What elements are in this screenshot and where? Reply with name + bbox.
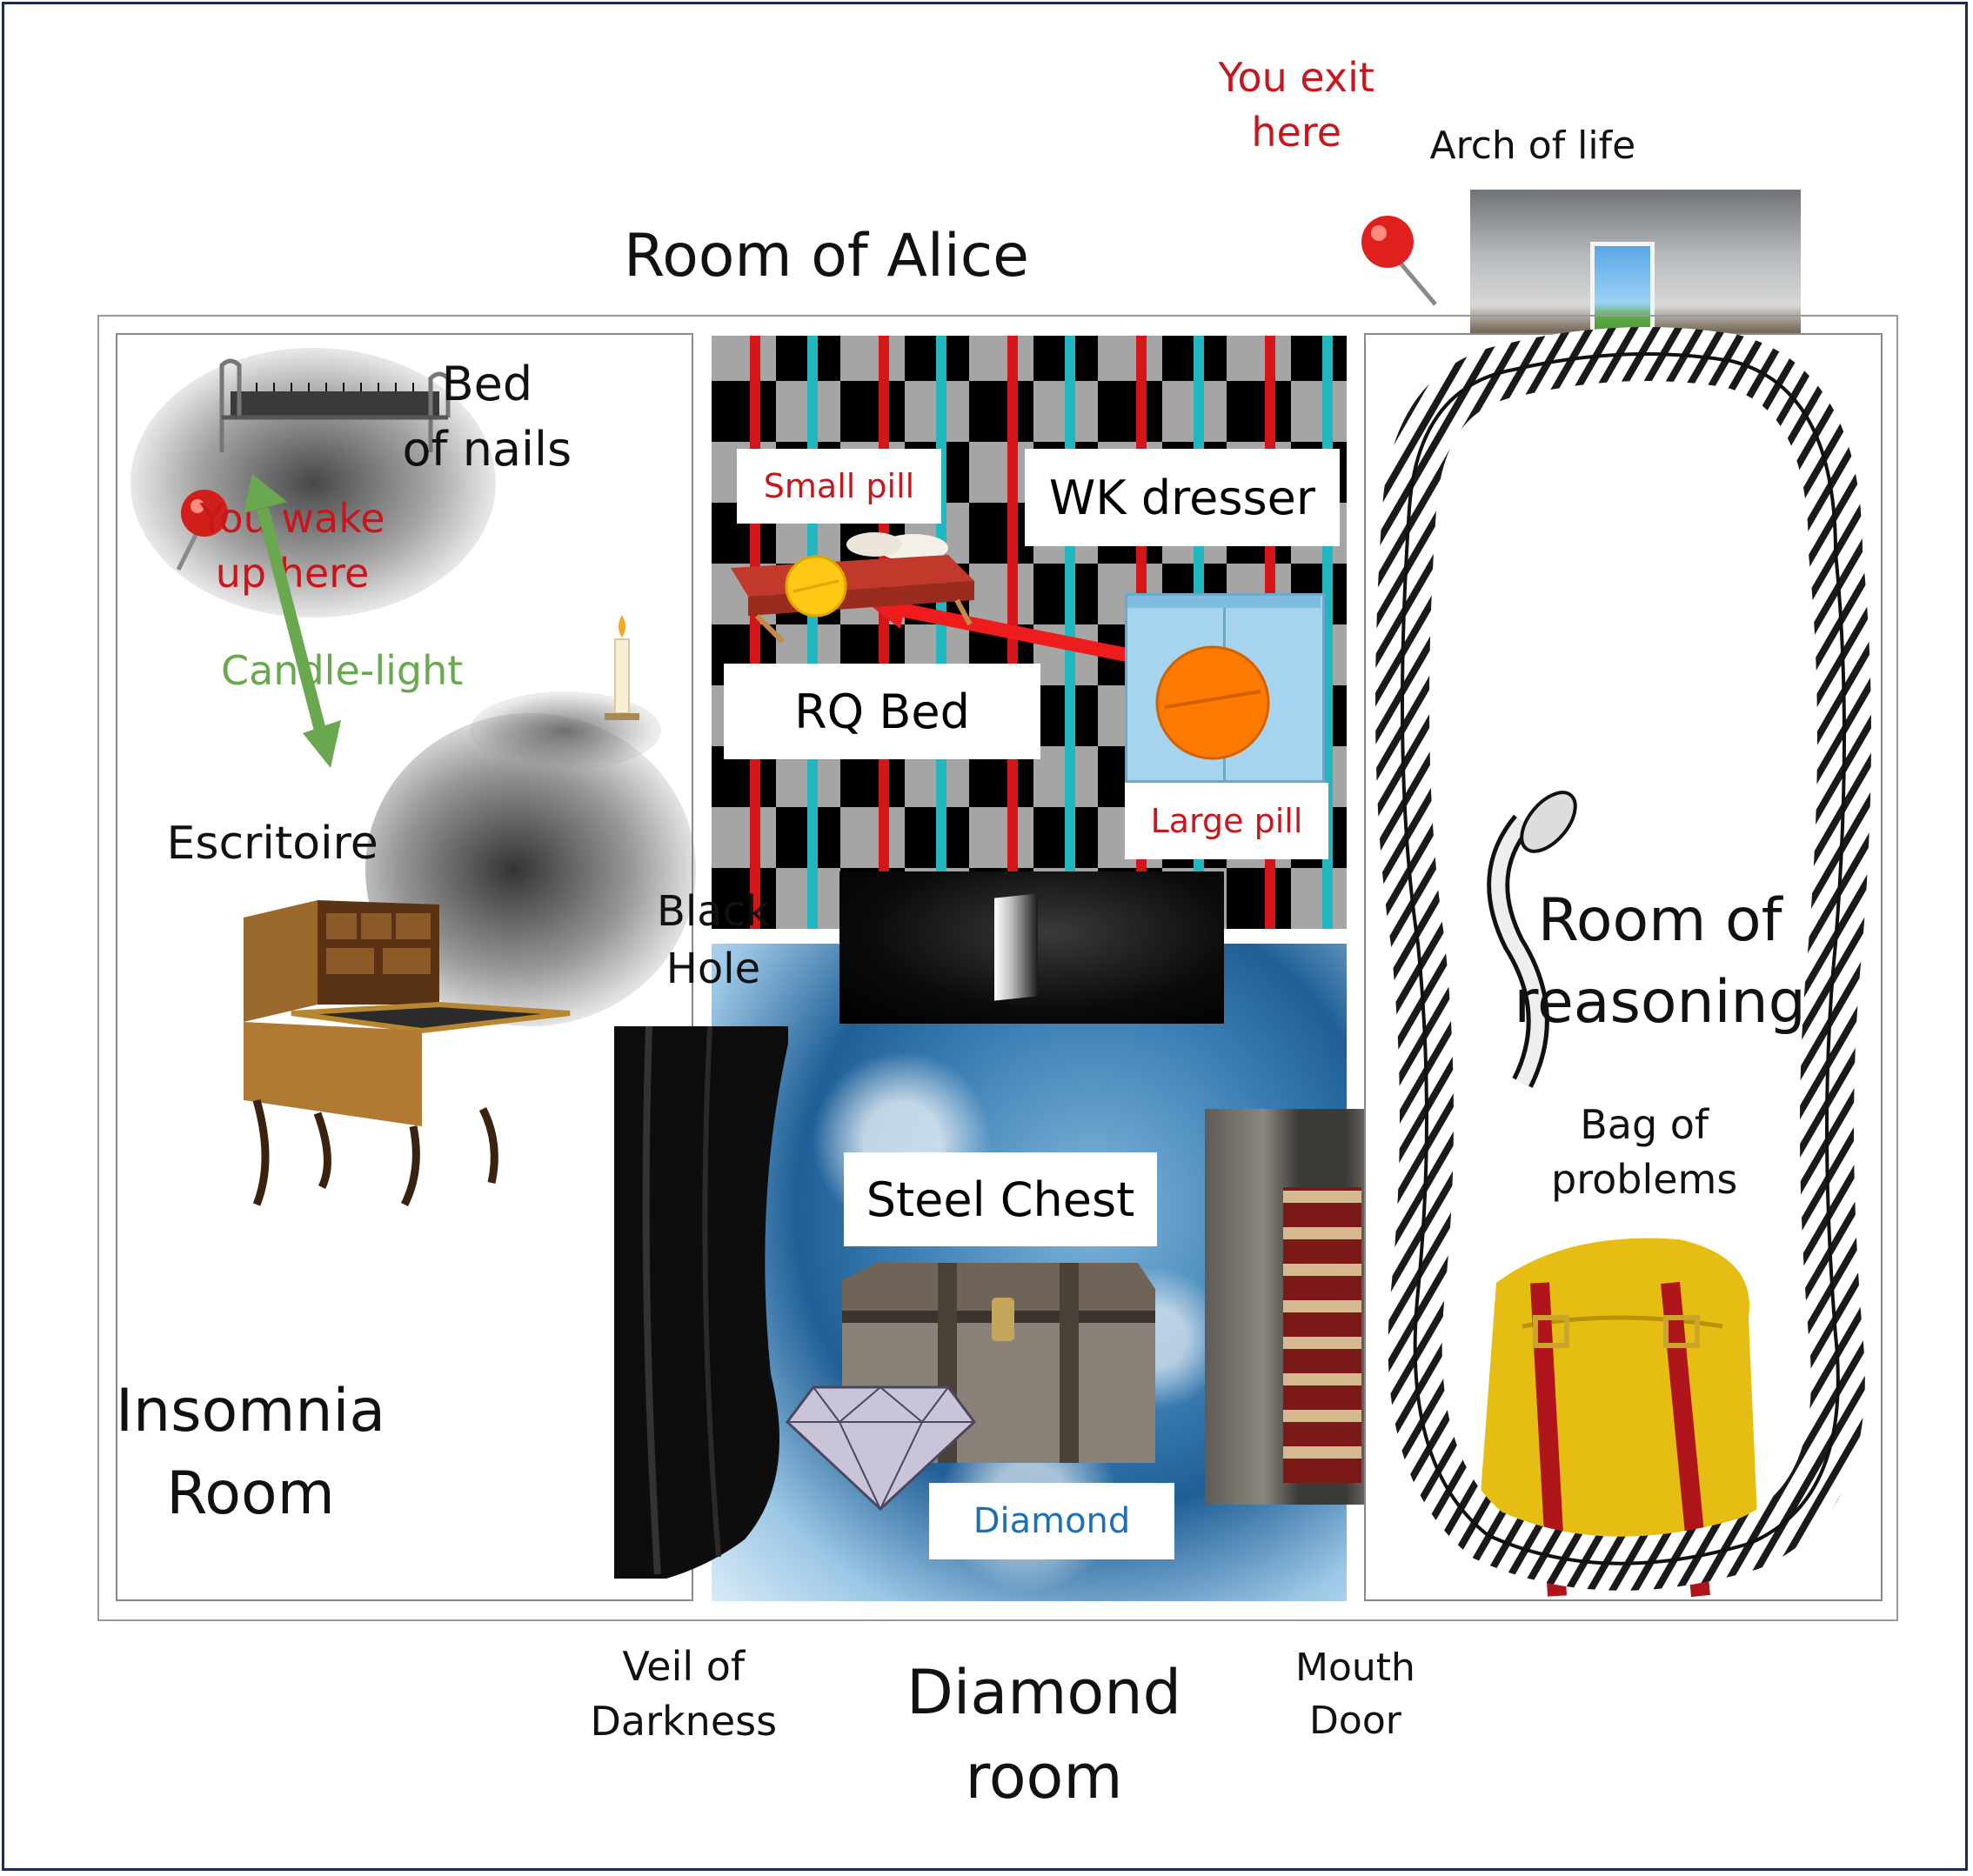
veil-of-darkness-label: Veil of Darkness — [590, 1643, 778, 1746]
rq-bed-icon[interactable] — [722, 529, 983, 651]
diamond-label: Diamond — [929, 1483, 1174, 1559]
black-hole-door-icon — [994, 893, 1038, 1001]
black-hole-image[interactable] — [839, 871, 1224, 1024]
large-pill-icon[interactable] — [1154, 644, 1272, 762]
large-pill-label: Large pill — [1125, 783, 1328, 859]
exit-pin-icon — [1361, 216, 1437, 306]
candle-light-label: Candle-light — [221, 647, 464, 694]
reasoning-room-label: Room of reasoning — [1514, 886, 1806, 1037]
exit-label: You exit here — [1218, 54, 1374, 157]
escritoire-icon[interactable] — [239, 900, 571, 1209]
wk-dresser-label: WK dresser — [1025, 449, 1340, 546]
candle-icon — [605, 615, 639, 720]
rq-bed-label: RQ Bed — [724, 664, 1040, 759]
wake-up-pin-icon — [176, 490, 228, 571]
bed-of-nails-label: Bed of nails — [402, 357, 572, 477]
arch-label: Arch of life — [1429, 124, 1636, 168]
diamond-room-label: Diamond room — [906, 1657, 1182, 1813]
insomnia-room-label: Insomnia Room — [116, 1377, 386, 1529]
ouroboros-snake-icon — [1375, 327, 1871, 1591]
small-pill-label: Small pill — [737, 449, 941, 524]
map-title: Room of Alice — [624, 222, 1029, 290]
bed-of-nails-icon — [219, 358, 451, 452]
escritoire-label: Escritoire — [166, 818, 378, 870]
mouth-door-label: Mouth Door — [1295, 1646, 1415, 1743]
bag-of-problems-label: Bag of problems — [1551, 1101, 1738, 1204]
black-hole-label: Black Hole — [657, 887, 770, 994]
wake-up-label: You wake up here — [199, 495, 385, 598]
veil-of-darkness-icon[interactable] — [614, 1025, 788, 1579]
diamond-icon[interactable] — [785, 1385, 977, 1512]
steel-chest-label: Steel Chest — [844, 1152, 1157, 1246]
small-pill-icon[interactable] — [781, 551, 851, 621]
building-outline — [97, 315, 1898, 1621]
candle-light-arrow-icon — [244, 474, 341, 768]
